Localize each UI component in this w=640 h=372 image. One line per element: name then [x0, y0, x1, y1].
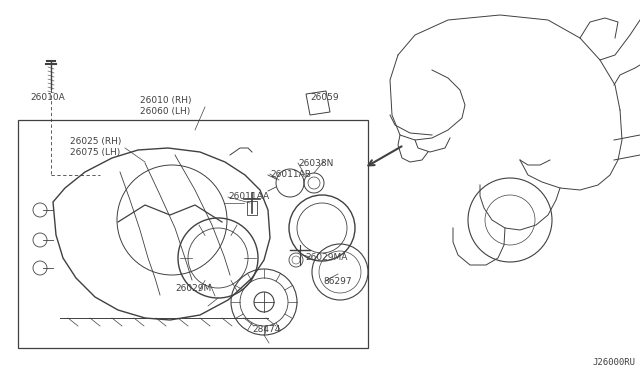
Text: 26010A: 26010A: [30, 93, 65, 102]
Text: 26029MA: 26029MA: [305, 253, 348, 262]
Bar: [247, 201, 257, 215]
Text: 26011AA: 26011AA: [228, 192, 269, 201]
Bar: [18, 120, 368, 348]
Text: J26000RU: J26000RU: [592, 358, 635, 367]
Text: 26025 (RH): 26025 (RH): [70, 137, 122, 146]
Text: 26010 (RH): 26010 (RH): [140, 96, 191, 105]
Text: 86297: 86297: [323, 277, 351, 286]
Text: 26029M: 26029M: [175, 284, 211, 293]
Text: 28474: 28474: [252, 325, 280, 334]
Text: 26060 (LH): 26060 (LH): [140, 107, 190, 116]
Text: 26038N: 26038N: [298, 159, 333, 168]
Text: 26011AB: 26011AB: [270, 170, 311, 179]
Text: 26075 (LH): 26075 (LH): [70, 148, 120, 157]
Text: 26059: 26059: [310, 93, 339, 102]
